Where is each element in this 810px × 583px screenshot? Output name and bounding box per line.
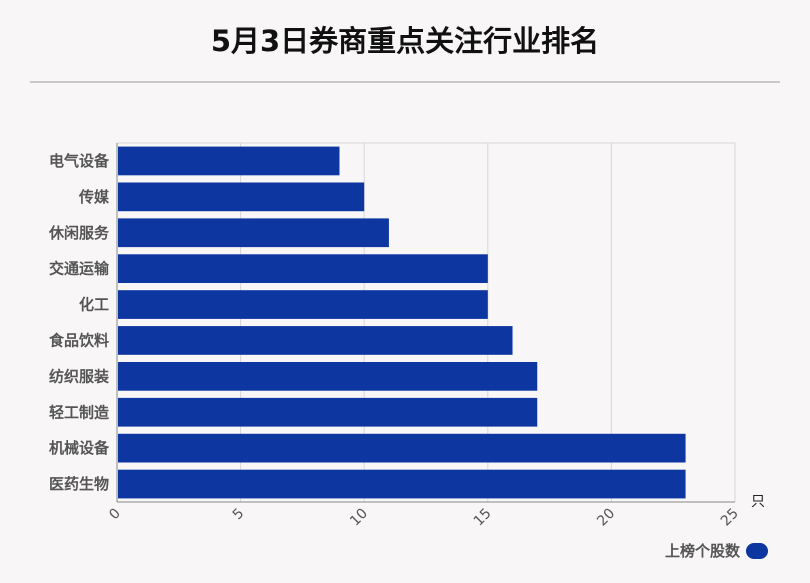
- legend-swatch: [746, 542, 768, 559]
- x-tick-label: 5: [230, 506, 248, 524]
- bar: [118, 182, 365, 212]
- bar: [118, 254, 488, 284]
- legend-label: 上榜个股数: [664, 542, 740, 560]
- bar: [118, 433, 686, 463]
- bar: [118, 469, 686, 499]
- category-label: 食品饮料: [49, 331, 109, 349]
- title-divider: [30, 81, 780, 83]
- category-label: 交通运输: [49, 260, 110, 278]
- category-label: 机械设备: [49, 439, 110, 457]
- category-label: 医药生物: [49, 475, 109, 493]
- x-tick-label: 10: [347, 506, 371, 530]
- category-label: 电气设备: [49, 152, 110, 170]
- category-label: 纺织服装: [49, 367, 110, 385]
- x-tick-label: 0: [106, 506, 124, 524]
- bar: [118, 361, 538, 391]
- bars: [118, 146, 686, 499]
- bar: [118, 290, 488, 319]
- x-tick-label: 25: [718, 506, 742, 530]
- x-tick-label: 15: [471, 506, 495, 530]
- legend: 上榜个股数: [665, 540, 768, 561]
- category-label: 休闲服务: [48, 224, 110, 242]
- x-tick-labels: 0 5 10 15 20 25: [106, 506, 742, 530]
- x-unit-label: 只: [751, 494, 765, 510]
- category-label: 传媒: [78, 188, 110, 206]
- x-tick-label: 20: [594, 506, 618, 530]
- bar: [118, 397, 538, 427]
- chart-title: 5月3日券商重点关注行业排名: [210, 24, 600, 58]
- category-label: 化工: [79, 296, 109, 314]
- bar: [118, 218, 389, 248]
- category-label: 轻工制造: [49, 403, 109, 421]
- bar: [118, 326, 513, 355]
- bar: [118, 146, 340, 176]
